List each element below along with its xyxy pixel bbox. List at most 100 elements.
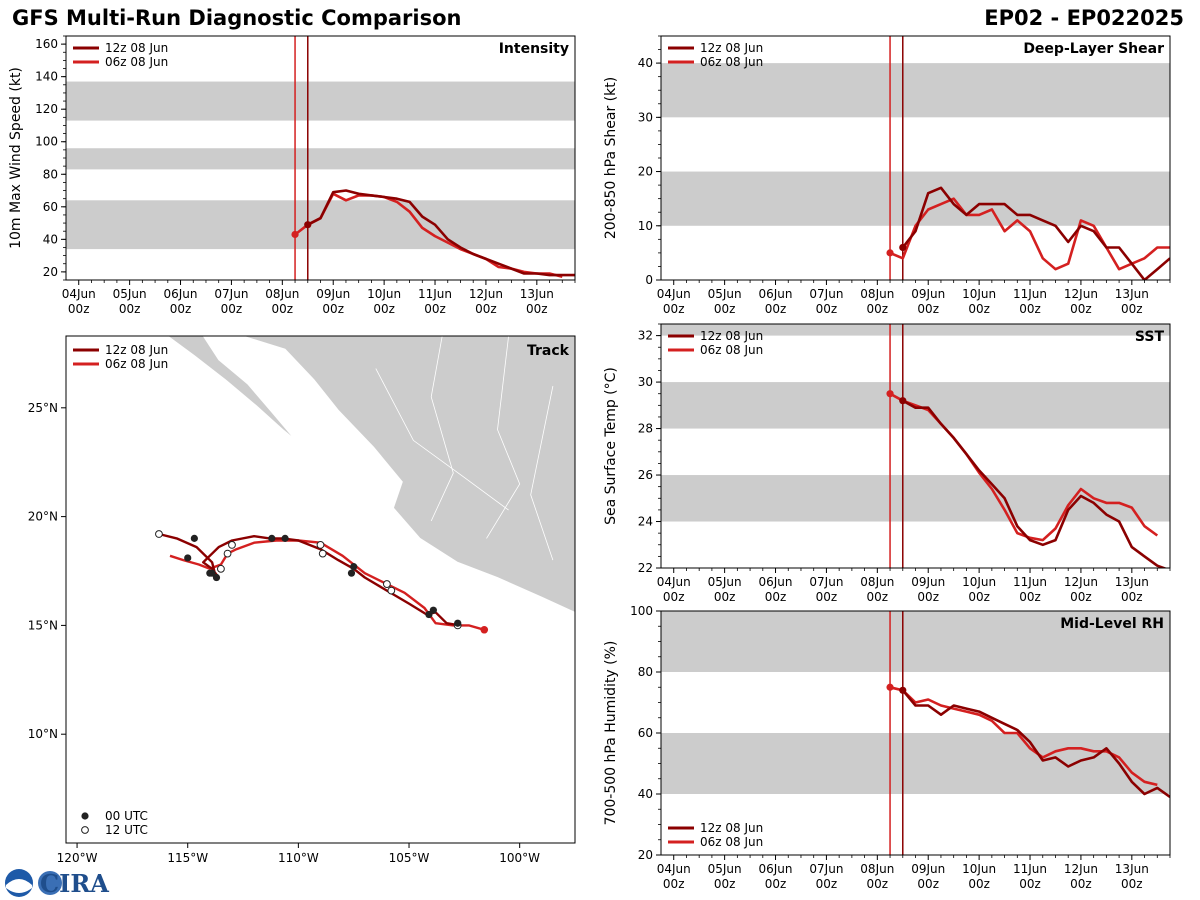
panel-title: SST <box>1135 329 1165 345</box>
y-tick-label: 60 <box>638 726 653 740</box>
x-tick-hour-label: 00z <box>1121 302 1143 316</box>
x-tick-hour-label: 00z <box>1121 877 1143 891</box>
x-tick-label: 09Jun <box>911 287 945 301</box>
panel-title: Deep-Layer Shear <box>1023 41 1164 57</box>
x-tick-label: 12Jun <box>1064 287 1098 301</box>
legend-label: 06z 08 Jun <box>105 55 168 69</box>
x-tick-label: 05Jun <box>113 287 147 301</box>
x-tick-hour-label: 00z <box>1019 877 1041 891</box>
x-tick-label: 09Jun <box>911 575 945 589</box>
x-tick-label: 13Jun <box>1115 287 1149 301</box>
y-tick-label: 20 <box>638 848 653 862</box>
threshold-band <box>661 611 1170 672</box>
series-start-point-06z <box>291 230 299 239</box>
state-border <box>430 336 454 522</box>
series-line-12z <box>901 689 1170 799</box>
x-tick-label: 115°W <box>167 851 208 865</box>
y-tick-label: 80 <box>638 665 653 679</box>
x-tick-label: 12Jun <box>469 287 503 301</box>
legend-label: 06z 08 Jun <box>700 343 763 357</box>
track-marker-12utc <box>316 540 325 549</box>
x-tick-label: 09Jun <box>911 862 945 876</box>
track-marker-00utc <box>184 554 192 562</box>
series-line-12z <box>307 189 575 277</box>
legend-label: 00 UTC <box>105 809 148 823</box>
x-tick-label: 07Jun <box>809 287 843 301</box>
y-tick-label: 15°N <box>28 618 58 632</box>
track-plot-area <box>155 336 575 634</box>
x-tick-hour-label: 00z <box>663 302 685 316</box>
sst-panel: 22242628303204Jun00z05Jun00z06Jun00z07Ju… <box>603 323 1171 604</box>
x-tick-hour-label: 00z <box>373 302 395 316</box>
x-tick-hour-label: 00z <box>816 877 838 891</box>
legend-label: 06z 08 Jun <box>700 835 763 849</box>
x-tick-hour-label: 00z <box>119 302 141 316</box>
legend-label: 12z 08 Jun <box>700 821 763 835</box>
x-tick-label: 11Jun <box>418 287 452 301</box>
x-tick-label: 120°W <box>57 851 98 865</box>
state-border <box>375 368 509 511</box>
track-panel: 120°W 115°W 110°W 105°W 100°W 10°N 15°N 20°N 25°… <box>28 335 576 865</box>
y-tick-label: 160 <box>35 37 58 51</box>
x-tick-hour-label: 00z <box>1121 590 1143 604</box>
track-marker-00utc <box>347 569 356 577</box>
y-tick-label: 10°N <box>28 727 58 741</box>
state-border <box>486 336 521 539</box>
y-tick-label: 20 <box>43 265 58 279</box>
sst-plot-area <box>661 324 1170 568</box>
x-tick-label: 05Jun <box>708 862 742 876</box>
x-tick-label: 06Jun <box>164 287 198 301</box>
x-tick-hour-label: 00z <box>765 877 787 891</box>
series-start-point-12z <box>304 221 312 229</box>
track-marker-12utc <box>387 586 396 595</box>
noaa-wave-icon <box>6 879 32 893</box>
legend-marker-12utc <box>81 826 89 834</box>
x-tick-hour-label: 00z <box>968 877 990 891</box>
track-line-12z <box>158 532 461 627</box>
x-tick-label: 07Jun <box>809 862 843 876</box>
page-title: GFS Multi-Run Diagnostic Comparison <box>12 6 462 30</box>
x-tick-hour-label: 00z <box>714 877 736 891</box>
x-tick-label: 11Jun <box>1013 862 1047 876</box>
series-line-12z <box>901 186 1170 280</box>
sst-frame <box>660 323 1171 569</box>
x-tick-label: 11Jun <box>1013 287 1047 301</box>
panel-title: Track <box>527 343 570 359</box>
y-tick-label: 40 <box>43 232 58 246</box>
y-tick-label: 100 <box>35 135 58 149</box>
x-tick-label: 13Jun <box>1115 575 1149 589</box>
y-tick-label: 24 <box>638 515 653 529</box>
x-tick-hour-label: 00z <box>68 302 90 316</box>
land-mass <box>198 336 575 613</box>
series-start-point-06z <box>886 249 894 257</box>
panel-title: Intensity <box>499 41 569 57</box>
track-marker-00utc <box>350 563 358 571</box>
cira-logo: CIRA <box>5 869 109 898</box>
track-marker-00utc <box>190 534 198 542</box>
x-tick-hour-label: 00z <box>765 590 787 604</box>
x-tick-label: 09Jun <box>316 287 350 301</box>
y-tick-label: 22 <box>638 561 653 575</box>
legend-label: 06z 08 Jun <box>700 55 763 69</box>
shear-panel: 01020304004Jun00z05Jun00z06Jun00z07Jun00… <box>603 35 1171 316</box>
y-tick-label: 30 <box>638 110 653 124</box>
y-axis-label: Sea Surface Temp (°C) <box>603 367 619 525</box>
y-tick-label: 40 <box>638 56 653 70</box>
legend-label: 12z 08 Jun <box>700 329 763 343</box>
x-tick-label: 12Jun <box>1064 575 1098 589</box>
storm-id-label: EP02 - EP022025 <box>984 6 1184 30</box>
y-tick-label: 40 <box>638 787 653 801</box>
x-tick-hour-label: 00z <box>968 590 990 604</box>
legend-label: 12z 08 Jun <box>700 41 763 55</box>
track-marker-00utc <box>212 573 221 582</box>
track-marker-12utc <box>318 549 327 558</box>
x-tick-label: 10Jun <box>962 862 996 876</box>
track-marker-12utc <box>228 540 236 549</box>
y-axis-label: 200-850 hPa Shear (kt) <box>603 77 619 239</box>
x-tick-hour-label: 00z <box>322 302 344 316</box>
x-tick-label: 04Jun <box>657 287 691 301</box>
threshold-band <box>661 63 1170 118</box>
x-tick-label: 10Jun <box>962 575 996 589</box>
x-tick-label: 100°W <box>499 851 540 865</box>
